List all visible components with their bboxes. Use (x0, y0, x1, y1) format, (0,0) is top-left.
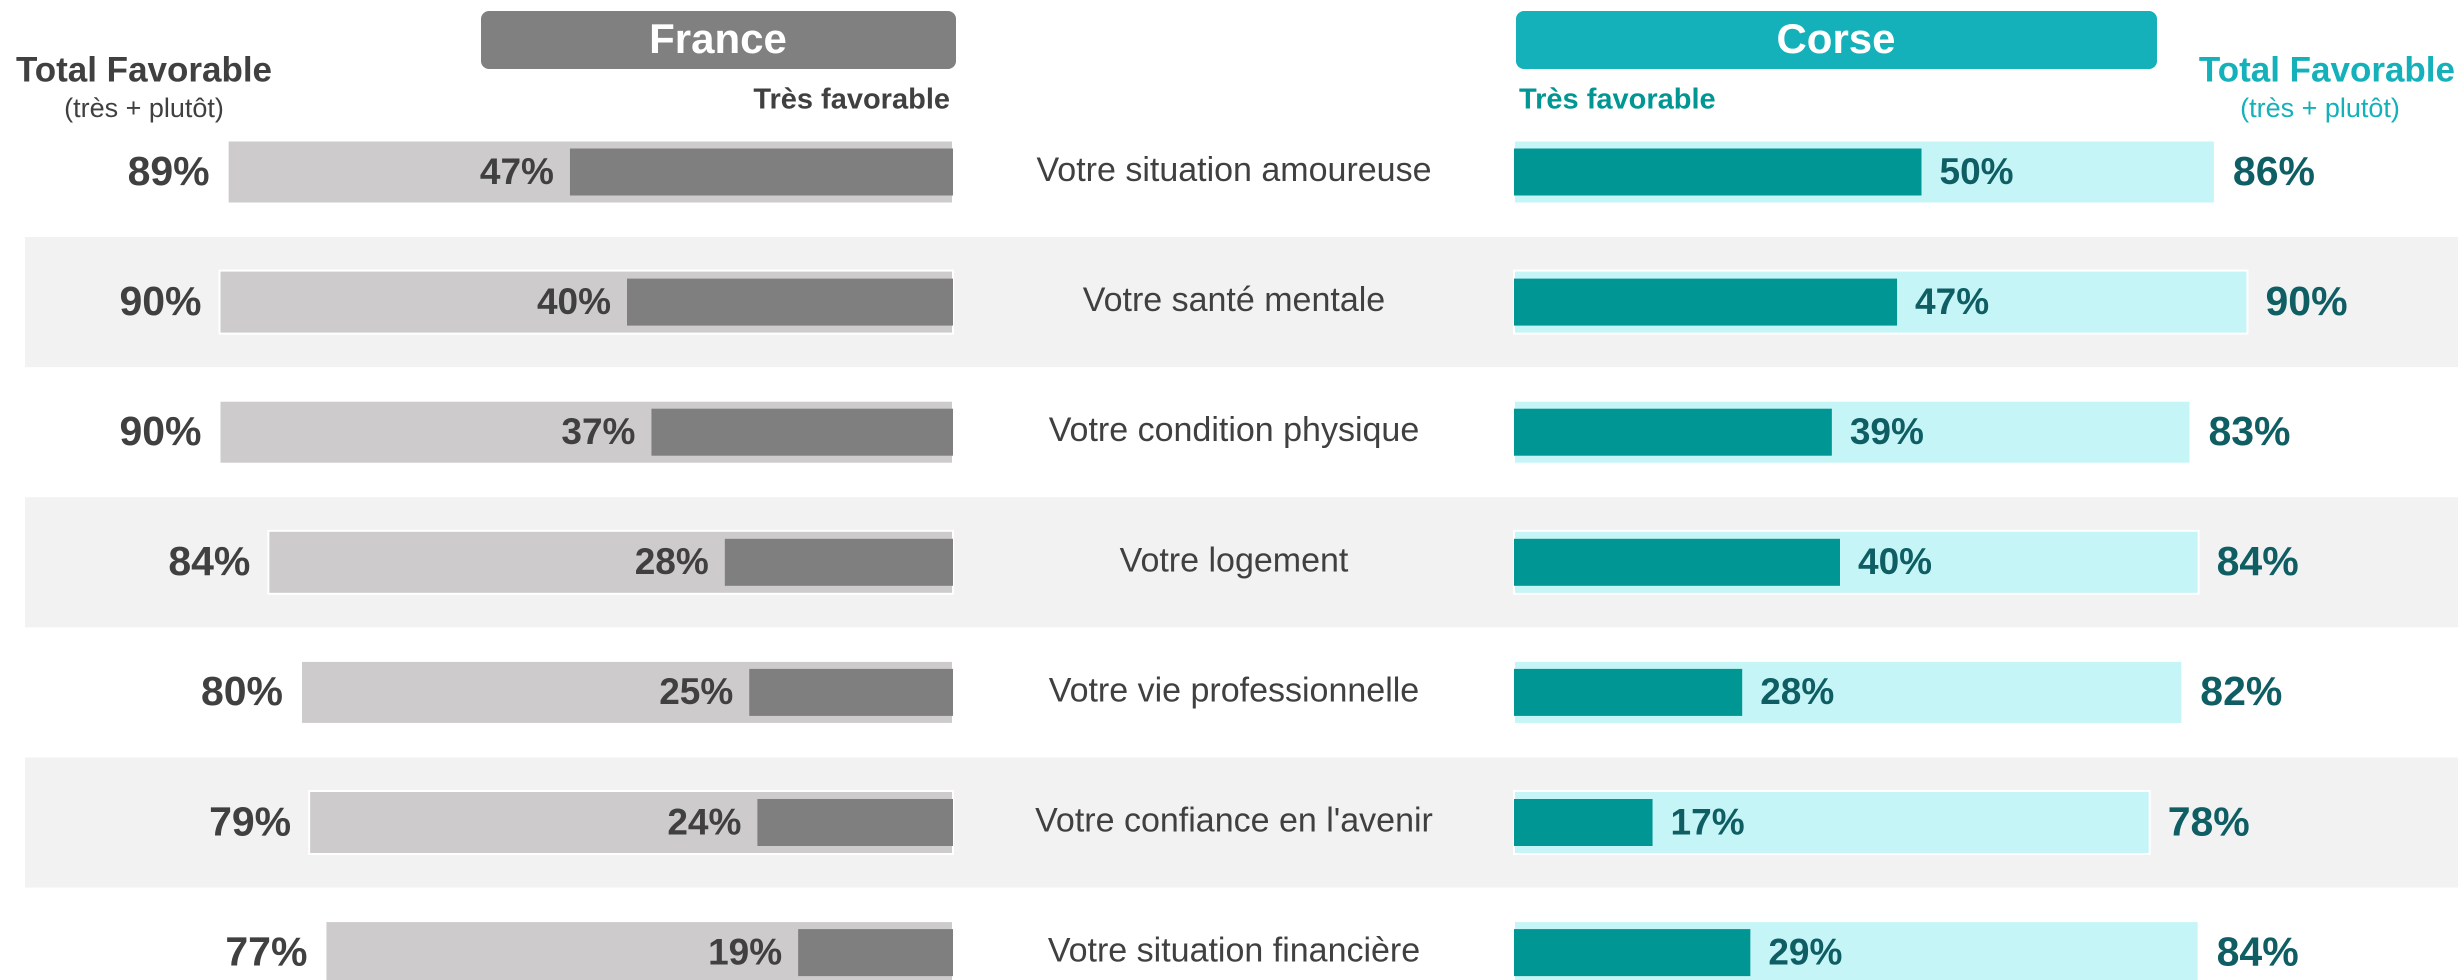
bar-tres (798, 929, 953, 977)
tres-value-label: 17% (1671, 801, 1745, 842)
group-header (1516, 11, 2157, 69)
total-value-label: 89% (128, 148, 210, 194)
total-value-label: 84% (2217, 928, 2299, 974)
tres-value-label: 19% (708, 931, 782, 972)
legend-tres: Très favorable (753, 84, 950, 116)
category-label: Votre condition physique (1049, 411, 1419, 449)
tres-value-label: 47% (1915, 281, 1989, 322)
category-label: Votre vie professionnelle (1049, 671, 1419, 709)
category-label: Votre confiance en l'avenir (1035, 801, 1433, 839)
tres-value-label: 24% (667, 801, 741, 842)
tres-value-label: 50% (1940, 151, 2014, 192)
tres-value-label: 39% (1850, 411, 1924, 452)
category-label: Votre situation amoureuse (1036, 151, 1431, 189)
bar-tres (651, 408, 953, 456)
legend-total-subtitle: (très + plutôt) (2240, 93, 2400, 123)
bar-tres (1514, 148, 1922, 196)
bar-tres (1514, 668, 1743, 716)
total-value-label: 90% (2266, 278, 2348, 324)
total-value-label: 84% (2217, 538, 2299, 584)
bar-tres (757, 799, 953, 846)
legend-tres: Très favorable (1519, 84, 1716, 116)
bar-tres (1514, 799, 1653, 846)
total-value-label: 82% (2200, 668, 2282, 714)
total-value-label: 86% (2233, 148, 2315, 194)
bar-tres (1514, 278, 1898, 326)
total-value-label: 84% (168, 538, 250, 584)
tres-value-label: 40% (1858, 541, 1932, 582)
category-label: Votre situation financière (1048, 932, 1420, 970)
tres-value-label: 47% (480, 151, 554, 192)
group-title: Corse (1776, 15, 1895, 62)
category-label: Votre logement (1120, 541, 1349, 579)
tres-value-label: 28% (635, 541, 709, 582)
category-label: Votre santé mentale (1083, 281, 1385, 319)
bar-tres (1514, 538, 1840, 586)
legend-total: Total Favorable (2199, 50, 2455, 89)
total-value-label: 90% (119, 278, 201, 324)
bar-tres (627, 278, 953, 326)
bar-tres (749, 668, 953, 716)
group-header (481, 11, 956, 69)
bar-tres (1514, 408, 1832, 456)
bar-tres (569, 148, 953, 196)
total-value-label: 77% (225, 928, 307, 974)
tres-value-label: 37% (561, 411, 635, 452)
tres-value-label: 29% (1768, 931, 1842, 972)
total-value-label: 78% (2168, 798, 2250, 844)
legend-total-subtitle: (très + plutôt) (64, 93, 224, 123)
legend-total: Total Favorable (16, 50, 272, 89)
tres-value-label: 28% (1760, 671, 1834, 712)
group-title: France (649, 15, 787, 62)
tres-value-label: 40% (537, 281, 611, 322)
bar-tres (724, 538, 953, 586)
total-value-label: 80% (201, 668, 283, 714)
bar-tres (1514, 929, 1751, 977)
total-value-label: 90% (119, 408, 201, 454)
tres-value-label: 25% (659, 671, 733, 712)
total-value-label: 79% (209, 798, 291, 844)
total-value-label: 83% (2208, 408, 2290, 454)
